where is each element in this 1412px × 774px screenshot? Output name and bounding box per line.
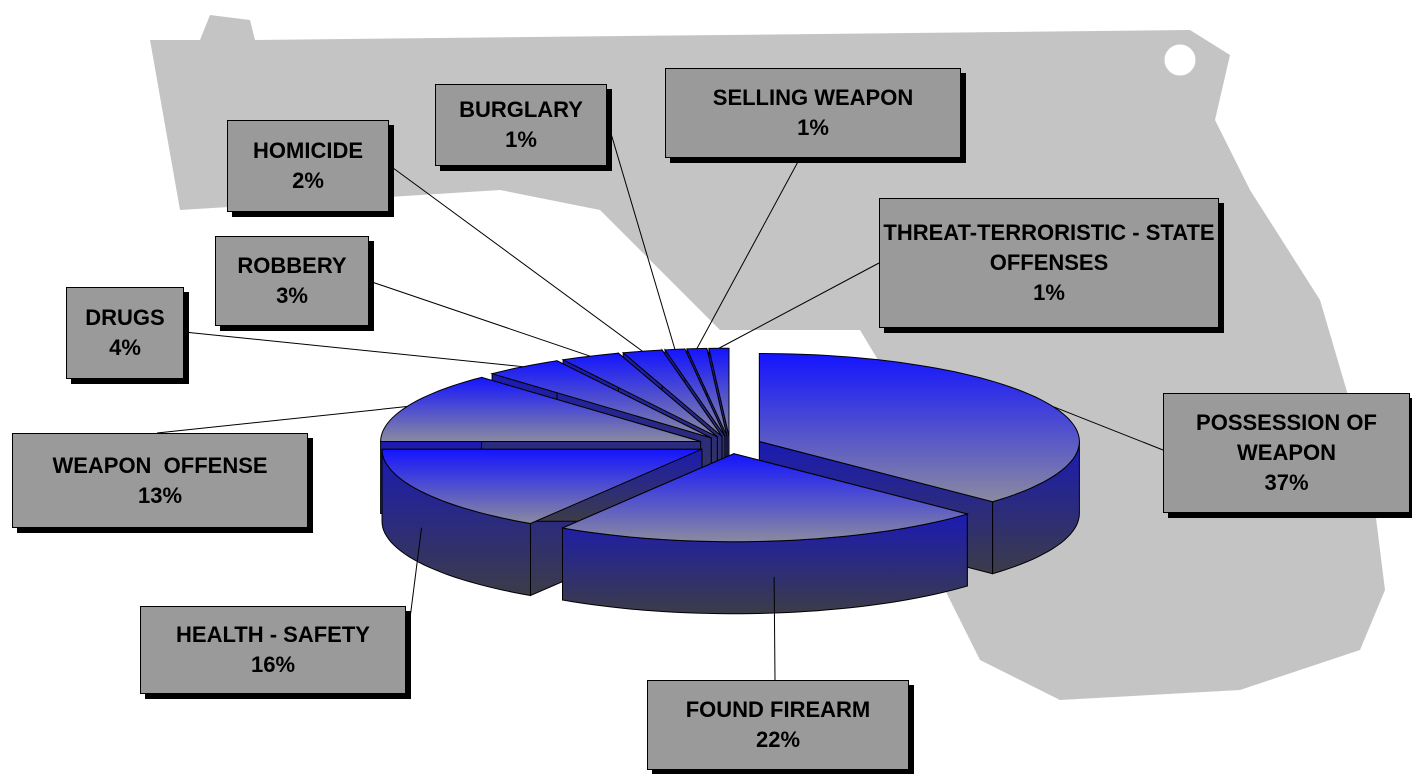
leader-line <box>718 262 880 349</box>
label-box: POSSESSION OF WEAPON 37% <box>1163 393 1410 513</box>
value-label: 16% <box>250 652 296 677</box>
leader-line <box>368 280 591 357</box>
category-label: WEAPON OFFENSE <box>52 452 268 478</box>
value-label: 1% <box>505 127 537 152</box>
category-label: HOMICIDE <box>253 138 363 163</box>
value-label: 4% <box>109 335 141 360</box>
category-label: DRUGS <box>85 305 165 330</box>
leader-line <box>773 577 776 681</box>
category-label: SELLING WEAPON <box>712 85 914 110</box>
leader-line <box>405 527 423 651</box>
label-box: WEAPON OFFENSE 13% <box>12 433 308 528</box>
slice <box>560 453 970 543</box>
gun-silhouette <box>150 15 1385 700</box>
slice <box>708 347 730 437</box>
value-label: 22% <box>755 727 801 752</box>
slice <box>381 448 703 525</box>
label-box: SELLING WEAPON 1% <box>665 68 961 158</box>
slice <box>758 352 1080 503</box>
label-box: HOMICIDE 2% <box>227 120 389 212</box>
slice <box>621 349 723 437</box>
leader-line <box>696 157 801 349</box>
category-label: ROBBERY <box>237 253 347 278</box>
category-label: HEALTH - SAFETY <box>176 622 370 647</box>
label-box: FOUND FIREARM 22% <box>647 680 909 770</box>
value-label: 1% <box>797 115 829 140</box>
value-label: 13% <box>137 482 183 508</box>
category-label: FOUND FIREARM <box>685 697 871 722</box>
leader-line <box>1052 406 1164 451</box>
gun-hole <box>1163 43 1197 77</box>
label-box: DRUGS 4% <box>66 287 184 379</box>
leader-line <box>156 406 408 434</box>
label-box: THREAT-TERRORISTIC - STATE OFFENSES 1% <box>879 198 1219 328</box>
leader-line <box>388 164 643 352</box>
leader-line <box>183 331 524 368</box>
category-label: BURGLARY <box>459 97 583 122</box>
value-label: 1% <box>1033 280 1065 305</box>
slice <box>380 376 701 442</box>
value-label: 2% <box>292 168 324 193</box>
slice <box>561 352 718 438</box>
value-label: 3% <box>276 283 308 308</box>
category-label: THREAT-TERRORISTIC - STATE OFFENSES <box>883 220 1221 275</box>
value-label: 37% <box>1264 470 1309 495</box>
label-box: HEALTH - SAFETY 16% <box>140 606 406 694</box>
label-box: BURGLARY 1% <box>435 84 607 166</box>
leader-line <box>606 119 676 350</box>
label-box: ROBBERY 3% <box>215 236 369 326</box>
slice <box>490 360 712 439</box>
pie <box>380 347 1080 615</box>
category-label: POSSESSION OF WEAPON <box>1196 410 1384 465</box>
leader-lines <box>156 119 1164 681</box>
